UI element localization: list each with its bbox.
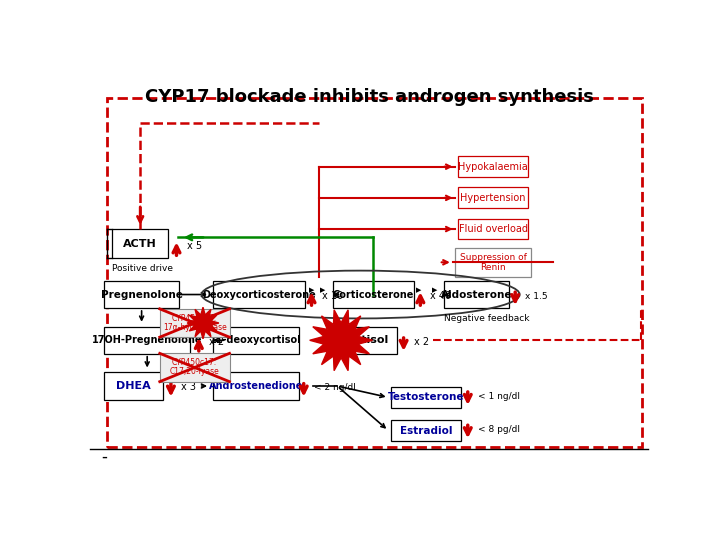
Text: Hypertension: Hypertension <box>460 193 526 203</box>
Text: C17,20-lyase: C17,20-lyase <box>170 367 220 376</box>
FancyBboxPatch shape <box>160 353 230 382</box>
FancyBboxPatch shape <box>104 373 163 400</box>
Text: CYP17 blockade inhibits androgen synthesis: CYP17 blockade inhibits androgen synthes… <box>145 87 593 106</box>
Text: ▶: ▶ <box>432 287 438 293</box>
Text: Estradiol: Estradiol <box>400 426 452 436</box>
FancyBboxPatch shape <box>112 229 168 258</box>
Text: ▶: ▶ <box>310 287 315 293</box>
Polygon shape <box>187 307 219 339</box>
Text: x 10: x 10 <box>322 291 343 301</box>
Text: Deoxycorticosterone: Deoxycorticosterone <box>202 289 315 300</box>
Text: < 2 ng/dl: < 2 ng/dl <box>314 383 356 393</box>
FancyBboxPatch shape <box>160 309 230 337</box>
FancyBboxPatch shape <box>213 373 300 400</box>
FancyBboxPatch shape <box>456 248 531 277</box>
Text: x 2: x 2 <box>209 336 224 347</box>
Text: Androstenedione: Androstenedione <box>209 381 303 391</box>
Text: CYP450c17:: CYP450c17: <box>172 358 217 367</box>
FancyBboxPatch shape <box>213 281 305 308</box>
FancyBboxPatch shape <box>104 281 179 308</box>
Text: Corticosterone: Corticosterone <box>333 289 414 300</box>
Text: x 5: x 5 <box>186 241 202 251</box>
FancyBboxPatch shape <box>104 327 190 354</box>
Text: Aldosterone: Aldosterone <box>441 289 512 300</box>
Text: x 2: x 2 <box>414 336 429 347</box>
FancyBboxPatch shape <box>444 281 508 308</box>
Text: Fluid overload: Fluid overload <box>459 224 528 234</box>
FancyBboxPatch shape <box>459 219 528 239</box>
Text: ACTH: ACTH <box>123 239 157 248</box>
FancyBboxPatch shape <box>333 327 397 354</box>
Text: 17α-hydroxylase: 17α-hydroxylase <box>163 323 227 332</box>
Text: Hypokalaemia: Hypokalaemia <box>459 161 528 172</box>
Text: ▶: ▶ <box>416 287 422 293</box>
Text: < 1 ng/dl: < 1 ng/dl <box>478 392 520 401</box>
Text: 17OH-Pregnenolone: 17OH-Pregnenolone <box>92 335 202 345</box>
FancyBboxPatch shape <box>392 387 461 408</box>
Text: Testosterone: Testosterone <box>388 393 464 402</box>
Polygon shape <box>310 310 372 370</box>
FancyBboxPatch shape <box>459 187 528 208</box>
Text: -: - <box>101 448 107 466</box>
FancyBboxPatch shape <box>459 156 528 177</box>
FancyBboxPatch shape <box>392 420 461 441</box>
Text: Suppression of
Renin: Suppression of Renin <box>459 253 526 272</box>
Text: x 40: x 40 <box>431 291 451 301</box>
Text: 11-deoxycortisol: 11-deoxycortisol <box>210 335 302 345</box>
Text: x 3: x 3 <box>181 382 196 393</box>
FancyBboxPatch shape <box>213 327 300 354</box>
Text: ▶: ▶ <box>320 287 326 293</box>
Text: Positive drive: Positive drive <box>112 264 174 273</box>
Text: CYP450c17:: CYP450c17: <box>172 314 217 322</box>
Text: < 8 pg/dl: < 8 pg/dl <box>478 425 520 434</box>
Text: Cortisol: Cortisol <box>341 335 389 345</box>
FancyBboxPatch shape <box>333 281 413 308</box>
Text: x 1.5: x 1.5 <box>526 292 548 301</box>
Text: Pregnenolone: Pregnenolone <box>101 289 183 300</box>
Text: DHEA: DHEA <box>116 381 150 391</box>
Text: Negative feedback: Negative feedback <box>444 314 530 322</box>
